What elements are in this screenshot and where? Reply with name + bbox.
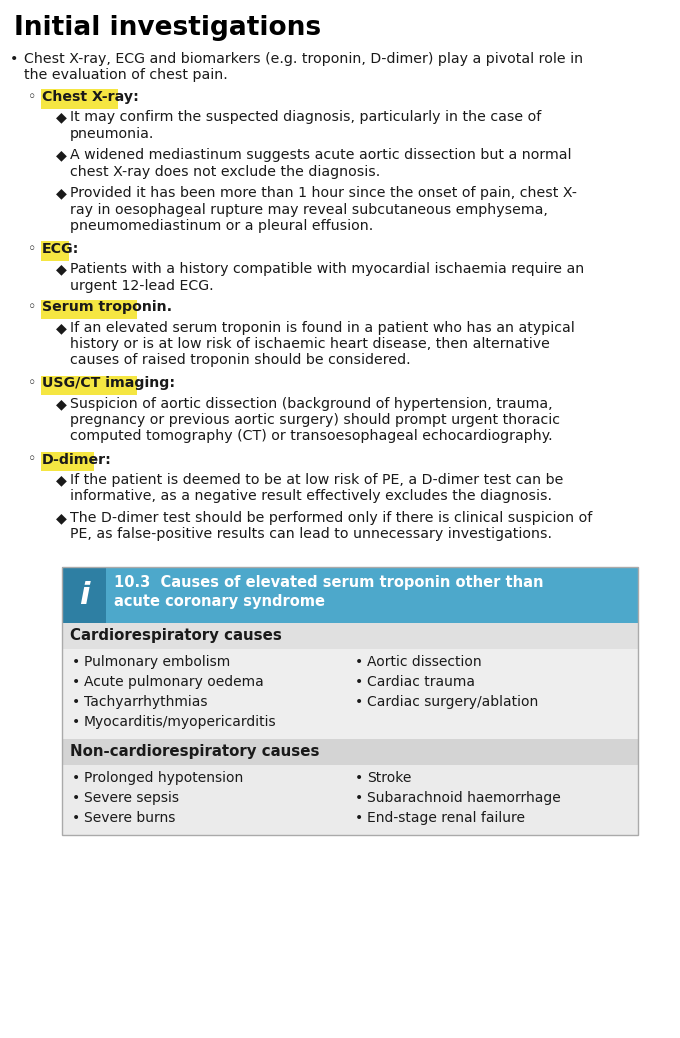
Text: ◦: ◦: [28, 300, 36, 315]
Text: Initial investigations: Initial investigations: [14, 15, 321, 40]
Text: ◆: ◆: [56, 110, 67, 125]
Text: i: i: [79, 580, 89, 609]
Text: •: •: [72, 655, 80, 670]
Text: Stroke: Stroke: [367, 771, 411, 785]
Text: The D-dimer test should be performed only if there is clinical suspicion of
PE, : The D-dimer test should be performed onl…: [70, 511, 592, 541]
Text: Prolonged hypotension: Prolonged hypotension: [84, 771, 243, 785]
FancyBboxPatch shape: [62, 623, 638, 649]
Text: •: •: [355, 791, 363, 805]
Text: ◦: ◦: [28, 377, 36, 390]
Text: •: •: [72, 695, 80, 709]
Text: Cardiac trauma: Cardiac trauma: [367, 675, 475, 689]
Text: ◆: ◆: [56, 148, 67, 163]
Text: •: •: [10, 52, 18, 66]
Text: Aortic dissection: Aortic dissection: [367, 655, 481, 670]
FancyBboxPatch shape: [62, 567, 106, 623]
Text: ◆: ◆: [56, 397, 67, 411]
Text: •: •: [355, 695, 363, 709]
Text: Suspicion of aortic dissection (background of hypertension, trauma,
pregnancy or: Suspicion of aortic dissection (backgrou…: [70, 397, 560, 443]
Text: Chest X-ray:: Chest X-ray:: [42, 90, 139, 104]
Text: Severe burns: Severe burns: [84, 811, 175, 825]
Text: •: •: [72, 675, 80, 689]
FancyBboxPatch shape: [41, 89, 118, 109]
Text: •: •: [72, 715, 80, 729]
Text: Cardiorespiratory causes: Cardiorespiratory causes: [70, 628, 282, 643]
Text: USG/CT imaging:: USG/CT imaging:: [42, 377, 175, 390]
Text: ◆: ◆: [56, 263, 67, 276]
Text: •: •: [72, 791, 80, 805]
Text: End-stage renal failure: End-stage renal failure: [367, 811, 525, 825]
Text: ECG:: ECG:: [42, 242, 80, 256]
FancyBboxPatch shape: [106, 567, 638, 623]
Text: It may confirm the suspected diagnosis, particularly in the case of
pneumonia.: It may confirm the suspected diagnosis, …: [70, 110, 541, 141]
Text: Severe sepsis: Severe sepsis: [84, 791, 179, 805]
Text: •: •: [72, 771, 80, 785]
Text: •: •: [72, 811, 80, 825]
FancyBboxPatch shape: [62, 649, 638, 739]
Text: •: •: [355, 675, 363, 689]
Text: If the patient is deemed to be at low risk of PE, a D-dimer test can be
informat: If the patient is deemed to be at low ri…: [70, 473, 563, 503]
FancyBboxPatch shape: [41, 452, 94, 471]
Text: •: •: [355, 655, 363, 670]
Text: ◦: ◦: [28, 242, 36, 256]
Text: Serum troponin.: Serum troponin.: [42, 300, 172, 315]
Text: ◆: ◆: [56, 321, 67, 335]
Text: Myocarditis/myopericarditis: Myocarditis/myopericarditis: [84, 715, 277, 729]
Text: ◆: ◆: [56, 473, 67, 487]
Text: D-dimer:: D-dimer:: [42, 453, 112, 466]
Text: ◆: ◆: [56, 187, 67, 200]
Text: If an elevated serum troponin is found in a patient who has an atypical
history : If an elevated serum troponin is found i…: [70, 321, 575, 367]
Text: •: •: [355, 811, 363, 825]
Text: ◦: ◦: [28, 90, 36, 104]
Text: Subarachnoid haemorrhage: Subarachnoid haemorrhage: [367, 791, 561, 805]
Text: Provided it has been more than 1 hour since the onset of pain, chest X-
ray in o: Provided it has been more than 1 hour si…: [70, 187, 577, 233]
Text: Patients with a history compatible with myocardial ischaemia require an
urgent 1: Patients with a history compatible with …: [70, 263, 584, 293]
FancyBboxPatch shape: [41, 376, 137, 395]
FancyBboxPatch shape: [41, 241, 69, 261]
Text: Chest X-ray, ECG and biomarkers (e.g. troponin, D-dimer) play a pivotal role in
: Chest X-ray, ECG and biomarkers (e.g. tr…: [24, 52, 583, 82]
Text: A widened mediastinum suggests acute aortic dissection but a normal
chest X-ray : A widened mediastinum suggests acute aor…: [70, 148, 571, 179]
Text: •: •: [355, 771, 363, 785]
Text: ◆: ◆: [56, 511, 67, 525]
FancyBboxPatch shape: [62, 765, 638, 835]
Text: 10.3  Causes of elevated serum troponin other than: 10.3 Causes of elevated serum troponin o…: [114, 575, 543, 590]
FancyBboxPatch shape: [62, 739, 638, 765]
Text: Acute pulmonary oedema: Acute pulmonary oedema: [84, 675, 264, 689]
Text: Pulmonary embolism: Pulmonary embolism: [84, 655, 231, 670]
Text: ◦: ◦: [28, 453, 36, 466]
FancyBboxPatch shape: [41, 300, 137, 319]
Text: Non-cardiorespiratory causes: Non-cardiorespiratory causes: [70, 744, 320, 759]
Text: acute coronary syndrome: acute coronary syndrome: [114, 594, 325, 609]
Text: Tachyarrhythmias: Tachyarrhythmias: [84, 695, 207, 709]
Text: Cardiac surgery/ablation: Cardiac surgery/ablation: [367, 695, 539, 709]
